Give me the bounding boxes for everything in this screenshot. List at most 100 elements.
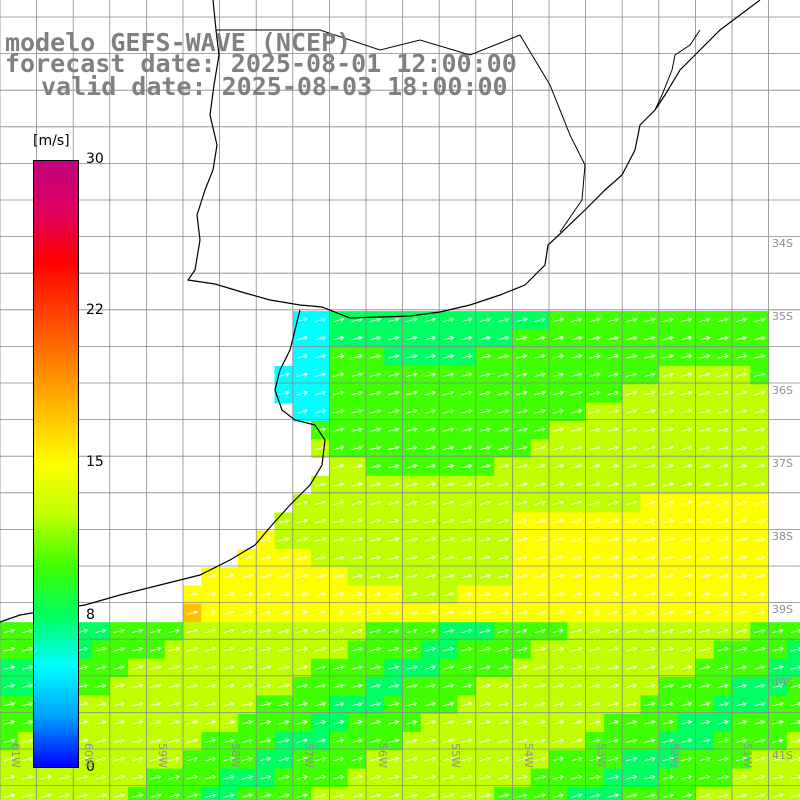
wind-arrow [717, 628, 730, 634]
wind-arrow [296, 756, 309, 762]
wind-arrow [296, 720, 309, 725]
wind-arrow [296, 592, 309, 597]
wind-arrow [241, 573, 254, 579]
wind-arrow [552, 500, 565, 505]
wind-arrow [278, 646, 290, 652]
wind-arrow [278, 537, 290, 542]
wind-arrow [607, 793, 620, 798]
wind-arrow [406, 372, 418, 377]
wind-arrow [680, 720, 693, 725]
wind-arrow [699, 463, 711, 469]
wind-speed-cell [292, 786, 312, 800]
wind-arrow [442, 646, 455, 652]
wind-speed-cell [640, 786, 660, 800]
wind-arrow [479, 628, 492, 634]
wind-arrow [717, 335, 730, 341]
wind-arrow [351, 500, 364, 505]
wind-arrow [534, 409, 547, 414]
wind-arrow [589, 372, 601, 377]
wind-arrow [95, 701, 107, 707]
wind-arrow [461, 683, 473, 688]
wind-arrow [699, 354, 711, 359]
wind-arrow [131, 775, 144, 780]
wind-arrow [461, 665, 473, 670]
wind-arrow [589, 427, 601, 432]
wind-arrow [735, 720, 748, 725]
wind-arrow [479, 354, 492, 359]
wind-arrow [479, 610, 492, 615]
lat-label-38s: 38S [772, 530, 793, 543]
wind-arrow [754, 793, 766, 798]
wind-arrow [680, 610, 693, 615]
wind-arrow [95, 683, 107, 688]
wind-arrow [625, 646, 638, 652]
wind-arrow [131, 665, 144, 670]
wind-arrow [296, 409, 309, 414]
wind-arrow [58, 775, 71, 780]
wind-arrow [333, 482, 345, 487]
lat-label-40s: 40S [772, 676, 793, 689]
wind-arrow [717, 409, 730, 414]
wind-speed-cell [786, 786, 800, 800]
wind-arrow [754, 500, 766, 505]
wind-arrow [314, 555, 327, 560]
wind-arrow [150, 775, 162, 780]
wind-arrow [442, 427, 455, 432]
wind-arrow [314, 665, 327, 670]
wind-arrow [351, 335, 364, 341]
wind-arrow [497, 537, 510, 542]
wind-arrow [406, 720, 418, 725]
wind-arrow [351, 573, 364, 579]
wind-arrow [735, 573, 748, 579]
wind-speed-cell [603, 786, 623, 800]
wind-arrow [168, 720, 181, 725]
wind-arrow [589, 335, 601, 341]
wind-arrow [259, 775, 272, 780]
wind-arrow [589, 537, 601, 542]
wind-arrow [662, 738, 675, 743]
wind-arrow [424, 409, 437, 414]
wind-arrow [516, 390, 528, 396]
wind-arrow [461, 500, 473, 505]
wind-arrow [205, 610, 217, 615]
wind-arrow [442, 482, 455, 487]
wind-speed-cell [73, 786, 93, 800]
wind-arrow [3, 775, 16, 780]
wind-arrow [625, 665, 638, 670]
wind-arrow [333, 463, 345, 469]
wind-arrow [241, 738, 254, 743]
wind-arrow [461, 592, 473, 597]
wind-arrow [479, 555, 492, 560]
wind-arrow [131, 793, 144, 798]
wind-arrow [406, 738, 418, 743]
wind-arrow [699, 756, 711, 762]
wind-arrow [314, 775, 327, 780]
wind-arrow [461, 427, 473, 432]
wind-arrow [534, 390, 547, 396]
wind-arrow [461, 372, 473, 377]
wind-arrow [552, 354, 565, 359]
wind-arrow [571, 683, 583, 688]
wind-arrow [406, 537, 418, 542]
wind-arrow [607, 720, 620, 725]
wind-arrow [442, 409, 455, 414]
lon-label-59w: 59W [156, 743, 169, 768]
wind-arrow [22, 628, 34, 634]
wind-arrow [351, 775, 364, 780]
wind-arrow [442, 573, 455, 579]
lat-label-41s: 41S [772, 749, 793, 762]
wind-arrow [241, 756, 254, 762]
wind-arrow [497, 390, 510, 396]
wind-arrow [278, 701, 290, 707]
wind-arrow [369, 409, 382, 414]
wind-arrow [516, 555, 528, 560]
wind-arrow [552, 427, 565, 432]
wind-arrow [259, 537, 272, 542]
wind-arrow [552, 372, 565, 377]
wind-arrow [223, 610, 235, 615]
wind-arrow [406, 665, 418, 670]
wind-arrow [497, 482, 510, 487]
wind-arrow [95, 665, 107, 670]
wind-arrow [333, 683, 345, 688]
